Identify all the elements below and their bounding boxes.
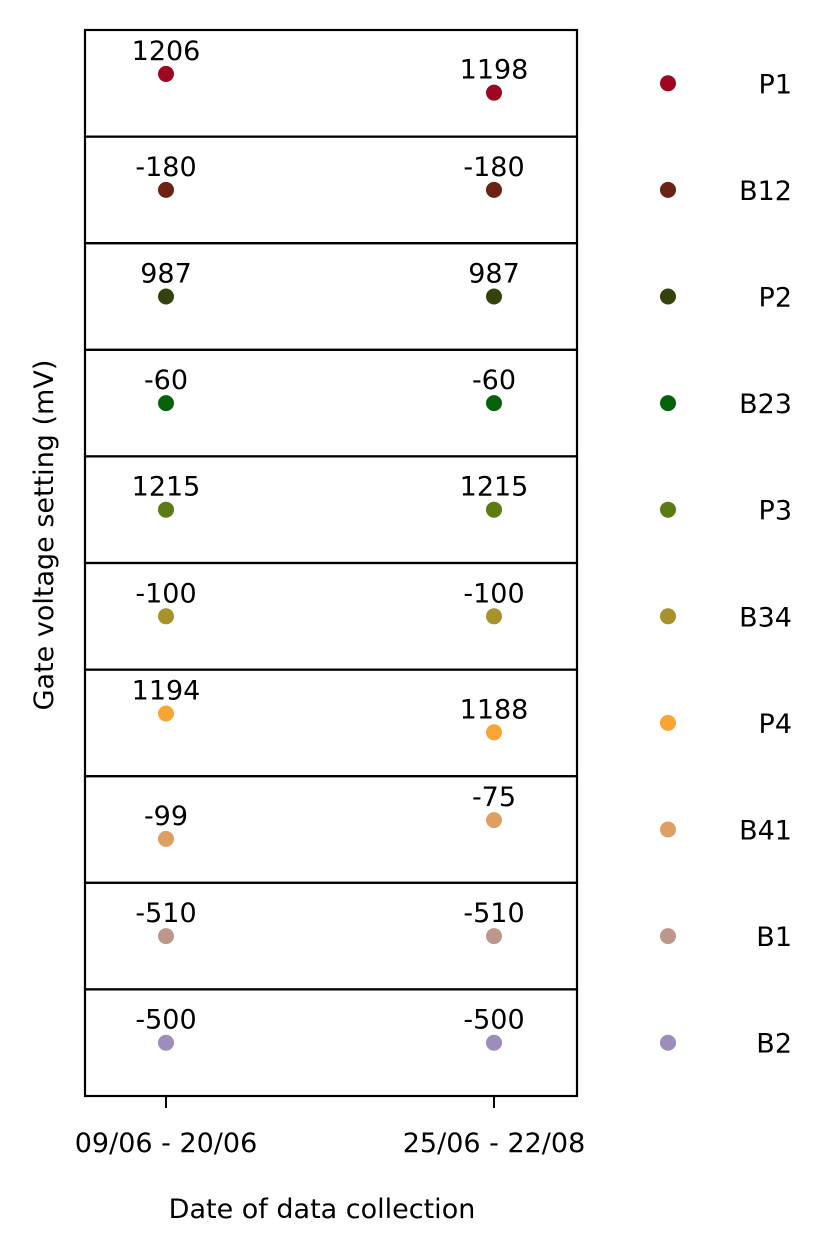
panel-frame-b2 bbox=[83, 988, 579, 1098]
legend-marker-b12 bbox=[660, 181, 676, 198]
data-label-b23-2: -60 bbox=[472, 365, 516, 396]
data-label-b34-2: -100 bbox=[463, 578, 524, 609]
point-b34-1 bbox=[158, 608, 174, 625]
data-label-p4-2: 1188 bbox=[460, 694, 529, 725]
point-b41-2 bbox=[486, 812, 502, 829]
point-p2-2 bbox=[486, 288, 502, 305]
data-label-b1-1: -510 bbox=[135, 898, 196, 929]
panels bbox=[83, 28, 579, 1098]
legend-label-b23: B23 bbox=[739, 389, 792, 420]
data-label-p2-1: 987 bbox=[140, 259, 192, 290]
x-axis: 09/06 - 20/06 25/06 - 22/08 bbox=[75, 1096, 586, 1159]
legend-label-p1: P1 bbox=[759, 69, 792, 100]
legend-label-b12: B12 bbox=[739, 176, 792, 207]
point-p4-1 bbox=[158, 705, 174, 722]
point-b2-2 bbox=[486, 1034, 502, 1051]
point-p4-2 bbox=[486, 724, 502, 741]
data-label-b12-1: -180 bbox=[135, 152, 196, 183]
marks: 1206 1198 -180 -180 987 987 -60 -60 1215 1215 -100… bbox=[132, 36, 529, 1051]
point-p2-1 bbox=[158, 288, 174, 305]
data-label-b34-1: -100 bbox=[135, 578, 196, 609]
legend-label-p3: P3 bbox=[759, 496, 792, 527]
point-b23-2 bbox=[486, 395, 502, 412]
legend-label-b34: B34 bbox=[739, 602, 792, 633]
legend-label-p2: P2 bbox=[759, 283, 792, 314]
point-b1-1 bbox=[158, 928, 174, 945]
legend-marker-b23 bbox=[660, 395, 676, 412]
data-label-p3-1: 1215 bbox=[132, 472, 201, 503]
legend: P1 B12 P2 B23 P3 B34 P4 B41 B1 B2 bbox=[660, 69, 792, 1060]
legend-marker-b34 bbox=[660, 608, 676, 625]
legend-marker-b41 bbox=[660, 821, 676, 838]
data-label-b2-2: -500 bbox=[463, 1005, 524, 1036]
legend-label-p4: P4 bbox=[759, 709, 792, 740]
legend-marker-p3 bbox=[660, 501, 676, 518]
legend-marker-p4 bbox=[660, 714, 676, 731]
data-label-b41-1: -99 bbox=[144, 801, 188, 832]
x-tick-label-1: 09/06 - 20/06 bbox=[75, 1128, 258, 1159]
data-label-b12-2: -180 bbox=[463, 152, 524, 183]
legend-label-b2: B2 bbox=[756, 1029, 792, 1060]
legend-marker-b2 bbox=[660, 1034, 676, 1051]
point-b12-2 bbox=[486, 181, 502, 198]
point-p1-1 bbox=[158, 65, 174, 82]
data-label-p3-2: 1215 bbox=[460, 472, 529, 503]
data-label-b41-2: -75 bbox=[472, 782, 516, 813]
y-axis-title: Gate voltage setting (mV) bbox=[29, 360, 60, 711]
point-b2-1 bbox=[158, 1034, 174, 1051]
point-p1-2 bbox=[486, 84, 502, 101]
point-p3-1 bbox=[158, 501, 174, 518]
data-label-p2-2: 987 bbox=[468, 259, 520, 290]
point-b23-1 bbox=[158, 395, 174, 412]
data-label-p4-1: 1194 bbox=[132, 676, 201, 707]
data-label-b2-1: -500 bbox=[135, 1005, 196, 1036]
x-tick-label-2: 25/06 - 22/08 bbox=[403, 1128, 586, 1159]
point-b41-1 bbox=[158, 830, 174, 847]
data-label-p1-2: 1198 bbox=[460, 55, 529, 86]
legend-marker-b1 bbox=[660, 928, 676, 945]
x-axis-title: Date of data collection bbox=[169, 1194, 476, 1225]
data-label-b1-2: -510 bbox=[463, 898, 524, 929]
data-label-p1-1: 1206 bbox=[132, 36, 201, 67]
legend-marker-p1 bbox=[660, 75, 676, 92]
point-b12-1 bbox=[158, 181, 174, 198]
point-b1-2 bbox=[486, 928, 502, 945]
legend-label-b1: B1 bbox=[756, 922, 792, 953]
point-p3-2 bbox=[486, 501, 502, 518]
legend-marker-p2 bbox=[660, 288, 676, 305]
data-label-b23-1: -60 bbox=[144, 365, 188, 396]
point-b34-2 bbox=[486, 608, 502, 625]
legend-label-b41: B41 bbox=[739, 816, 792, 847]
